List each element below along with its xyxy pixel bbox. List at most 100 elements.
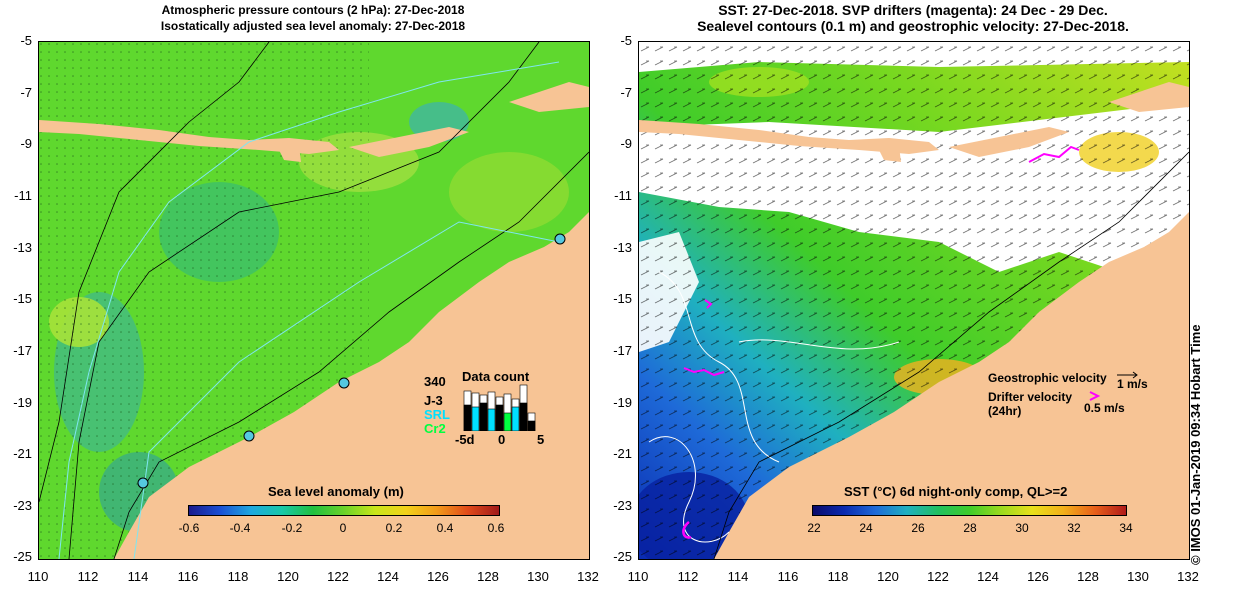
lon-tick-label: 116 bbox=[177, 569, 199, 584]
right-title-line1: SST: 27-Dec-2018. SVP drifters (magenta)… bbox=[718, 2, 1108, 18]
pressure-contour bbox=[39, 42, 270, 503]
sla-high-patch bbox=[449, 152, 569, 232]
australia-land bbox=[114, 212, 589, 559]
lon-tick-label: 128 bbox=[1077, 569, 1099, 584]
lon-tick-label: 126 bbox=[1027, 569, 1049, 584]
sst-colorbar-label: 32 bbox=[1067, 521, 1081, 535]
drifter-scale-label: 0.5 m/s bbox=[1084, 401, 1125, 415]
lon-tick-label: 118 bbox=[227, 569, 249, 584]
lat-tick-label: -19 bbox=[613, 395, 632, 410]
sla-colorbar bbox=[188, 505, 500, 516]
tide-gauge-marker bbox=[554, 233, 566, 245]
lon-tick-label: 118 bbox=[827, 569, 849, 584]
geostrophic-scale-arrow-icon bbox=[1117, 371, 1138, 379]
satellite-track bbox=[58, 61, 560, 559]
lat-tick-label: -13 bbox=[13, 240, 32, 255]
count-bar bbox=[527, 420, 536, 431]
drifter-track bbox=[1028, 145, 1080, 163]
sst-colorbar bbox=[812, 505, 1127, 516]
drifter-velocity-sub: (24hr) bbox=[988, 404, 1022, 418]
lon-tick-label: 116 bbox=[777, 569, 799, 584]
series-label-cr2: Cr2 bbox=[424, 421, 446, 436]
lat-tick-label: -7 bbox=[620, 85, 632, 100]
lon-tick-label: 126 bbox=[427, 569, 449, 584]
timor-island bbox=[949, 127, 1069, 157]
sst-colorbar-label: 26 bbox=[911, 521, 925, 535]
lon-tick-label: 114 bbox=[727, 569, 749, 584]
sla-colorbar-label: 0.2 bbox=[385, 521, 403, 535]
lat-tick-label: -15 bbox=[13, 291, 32, 306]
tide-gauge-marker bbox=[137, 477, 149, 489]
lat-tick-label: -9 bbox=[20, 136, 32, 151]
lon-tick-label: 110 bbox=[27, 569, 49, 584]
sumba-island bbox=[279, 146, 301, 162]
count-bar bbox=[479, 402, 488, 431]
sumba-island bbox=[879, 146, 901, 162]
sst-colorbar-label: 34 bbox=[1119, 521, 1133, 535]
left-title-line2: Isostatically adjusted sea level anomaly… bbox=[160, 19, 466, 33]
lat-tick-label: -15 bbox=[613, 291, 632, 306]
count-bar bbox=[503, 412, 512, 431]
lat-tick-label: -5 bbox=[20, 33, 32, 48]
count-bar bbox=[463, 404, 472, 431]
lon-tick-label: 122 bbox=[927, 569, 949, 584]
lat-tick-label: -11 bbox=[14, 188, 32, 203]
island-chain bbox=[39, 120, 339, 154]
timor-island bbox=[349, 127, 469, 157]
sla-colorbar-label: 0 bbox=[339, 521, 347, 535]
sea-level-contour bbox=[738, 339, 900, 350]
island-chain bbox=[639, 120, 939, 154]
drifter-track bbox=[704, 299, 713, 309]
lon-tick-label: 130 bbox=[1127, 569, 1149, 584]
pressure-contour bbox=[68, 42, 540, 559]
right-map-title: SST: 27-Dec-2018. SVP drifters (magenta)… bbox=[638, 2, 1188, 34]
left-title-line1: Atmospheric pressure contours (2 hPa): 2… bbox=[161, 3, 465, 17]
sla-colorbar-label: 0.6 bbox=[487, 521, 505, 535]
lat-tick-label: -17 bbox=[13, 343, 32, 358]
count-bar bbox=[471, 406, 480, 431]
lat-tick-label: -21 bbox=[613, 446, 632, 461]
count-bar bbox=[511, 406, 520, 431]
sst-colorbar-label: 28 bbox=[963, 521, 977, 535]
satellite-track bbox=[133, 221, 560, 559]
left-map-title: Atmospheric pressure contours (2 hPa): 2… bbox=[38, 2, 588, 34]
lat-tick-label: -11 bbox=[614, 188, 632, 203]
drifter-scale-arrow-icon bbox=[1089, 391, 1101, 401]
sla-colorbar-label: -0.2 bbox=[281, 521, 303, 535]
lat-tick-label: -23 bbox=[613, 498, 632, 513]
drifter-track bbox=[683, 367, 725, 377]
sst-colorbar-label: 24 bbox=[859, 521, 873, 535]
lon-tick-label: 124 bbox=[377, 569, 399, 584]
drifter-velocity-label: Drifter velocity bbox=[988, 390, 1073, 404]
island-north bbox=[1109, 82, 1189, 112]
sla-colorbar-label: -0.6 bbox=[178, 521, 200, 535]
lat-tick-label: -19 bbox=[13, 395, 32, 410]
sea-level-anomaly-plot bbox=[39, 42, 589, 559]
lon-tick-label: 122 bbox=[327, 569, 349, 584]
data-count-title: Data count bbox=[462, 369, 530, 384]
count-axis-tick: 0 bbox=[498, 432, 506, 447]
data-count-max: 340 bbox=[424, 374, 446, 389]
lon-tick-label: 112 bbox=[677, 569, 699, 584]
lon-tick-label: 120 bbox=[877, 569, 899, 584]
lon-tick-label: 114 bbox=[127, 569, 149, 584]
island-north bbox=[509, 82, 589, 112]
lat-tick-label: -25 bbox=[13, 549, 32, 564]
lat-tick-label: -13 bbox=[613, 240, 632, 255]
lon-tick-label: 124 bbox=[977, 569, 999, 584]
sst-colorbar-title: SST (°C) 6d night-only comp, QL>=2 bbox=[844, 484, 1068, 499]
sst-colorbar-label: 22 bbox=[807, 521, 821, 535]
sla-colorbar-label: -0.4 bbox=[229, 521, 251, 535]
sea-level-contour bbox=[648, 436, 730, 543]
lon-tick-label: 110 bbox=[627, 569, 649, 584]
tide-gauge-marker bbox=[338, 377, 350, 389]
sea-level-anomaly-map bbox=[38, 41, 590, 560]
data-count-bars bbox=[463, 384, 536, 431]
count-bar bbox=[487, 408, 496, 431]
geostrophic-scale-label: 1 m/s bbox=[1117, 377, 1148, 391]
sst-plot bbox=[639, 42, 1189, 559]
series-label-j3: J-3 bbox=[424, 393, 443, 408]
lat-tick-label: -25 bbox=[613, 549, 632, 564]
lat-tick-label: -21 bbox=[13, 446, 32, 461]
count-axis-tick: 5 bbox=[537, 432, 545, 447]
